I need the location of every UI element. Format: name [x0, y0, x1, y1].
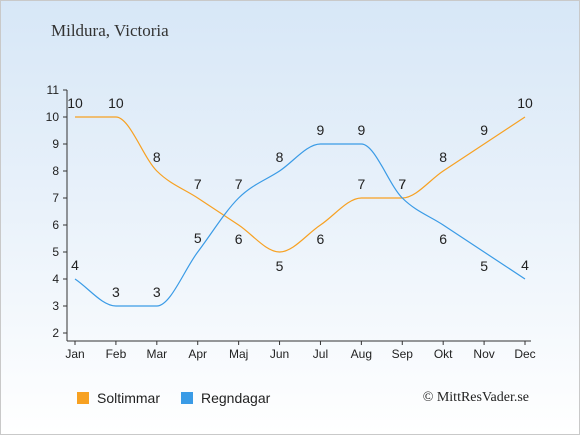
x-tick-label: Maj [229, 347, 248, 361]
x-tick-label: Mar [146, 347, 167, 361]
legend-label-sun: Soltimmar [97, 390, 161, 406]
data-label: 7 [398, 176, 406, 192]
y-tick-label: 10 [46, 110, 60, 124]
x-tick-label: Apr [188, 347, 207, 361]
series-line-rain [74, 143, 526, 307]
data-label: 7 [357, 176, 365, 192]
y-tick-label: 8 [52, 164, 59, 178]
data-label: 10 [517, 95, 533, 111]
data-label: 4 [521, 257, 529, 273]
y-tick-label: 6 [52, 218, 59, 232]
data-label: 7 [235, 176, 243, 192]
y-tick-label: 3 [52, 299, 59, 313]
data-label: 8 [276, 149, 284, 165]
x-tick-label: Dec [514, 347, 535, 361]
data-label: 7 [398, 176, 406, 192]
legend-item-rain: Regndagar [181, 390, 270, 406]
data-label: 3 [153, 284, 161, 300]
data-label: 5 [194, 230, 202, 246]
y-tick-label: 2 [52, 326, 59, 340]
series-line-sun [74, 116, 526, 253]
data-label: 10 [108, 95, 124, 111]
chart-title: Mildura, Victoria [51, 21, 169, 40]
data-label: 6 [439, 231, 447, 247]
data-label: 5 [480, 258, 488, 274]
data-label: 7 [194, 176, 202, 192]
copyright-text: © MittResVader.se [422, 390, 529, 405]
legend-item-sun: Soltimmar [77, 390, 160, 406]
x-tick-label: Jun [270, 347, 289, 361]
data-label: 6 [235, 231, 243, 247]
data-label: 5 [276, 258, 284, 274]
data-label: 9 [317, 122, 325, 138]
data-label: 9 [480, 122, 488, 138]
data-label: 10 [67, 95, 83, 111]
legend-swatch-rain [181, 392, 193, 404]
x-tick-label: Okt [434, 347, 453, 361]
legend-label-rain: Regndagar [201, 390, 271, 406]
data-label: 6 [317, 231, 325, 247]
y-tick-label: 4 [52, 272, 59, 286]
data-label: 9 [357, 122, 365, 138]
x-tick-label: Nov [473, 347, 494, 361]
y-tick-label: 5 [52, 245, 59, 259]
x-tick-label: Jan [65, 347, 84, 361]
data-label: 3 [112, 284, 120, 300]
y-tick-label: 11 [47, 83, 60, 97]
y-tick-label: 7 [52, 191, 59, 205]
y-tick-label: 9 [52, 137, 59, 151]
data-label: 8 [439, 149, 447, 165]
data-label: 4 [71, 257, 79, 273]
x-tick-label: Sep [392, 347, 414, 361]
x-tick-label: Jul [313, 347, 328, 361]
x-tick-label: Feb [106, 347, 127, 361]
x-tick-label: Aug [351, 347, 372, 361]
data-label: 8 [153, 149, 161, 165]
legend-swatch-sun [77, 392, 89, 404]
